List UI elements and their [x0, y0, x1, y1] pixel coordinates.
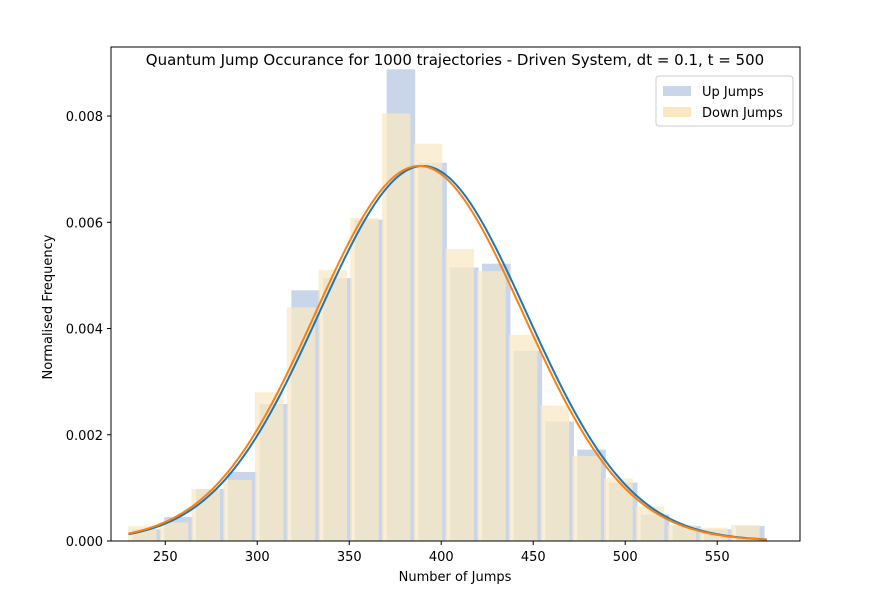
legend-label-down-jumps: Down Jumps: [702, 106, 783, 121]
down-jumps-bar: [318, 270, 347, 541]
down-jumps-bar: [508, 334, 538, 541]
x-tick-label: 400: [429, 550, 454, 565]
down-jumps-bar: [413, 143, 443, 541]
legend-swatch-up-jumps: [663, 86, 691, 96]
plot-area: [128, 69, 767, 542]
y-axis-ticks: 0.000 0.002 0.004 0.006 0.008: [66, 110, 111, 550]
down-jumps-bar: [445, 248, 474, 541]
down-jumps-bars: [128, 113, 760, 541]
x-tick-label: 350: [337, 550, 362, 565]
legend-label-up-jumps: Up Jumps: [702, 85, 764, 100]
up-jumps-fit-line: [128, 164, 767, 541]
down-jumps-bar: [350, 218, 379, 541]
y-tick-label: 0.002: [66, 429, 103, 444]
down-jumps-fit-line: [128, 164, 767, 541]
fit-curves: [128, 164, 767, 541]
y-tick-label: 0.008: [66, 110, 103, 125]
y-tick-label: 0.000: [66, 535, 103, 550]
y-axis-label: Normalised Frequency: [41, 234, 56, 379]
down-jumps-bar: [540, 405, 570, 541]
down-jumps-bar: [223, 479, 252, 541]
y-tick-label: 0.006: [66, 216, 103, 231]
down-jumps-bar: [572, 456, 601, 541]
x-tick-label: 500: [613, 550, 638, 565]
legend-swatch-down-jumps: [663, 107, 691, 117]
x-axis-ticks: 250 300 350 400 450 500 550: [153, 541, 730, 565]
x-tick-label: 550: [705, 550, 730, 565]
x-axis-label: Number of Jumps: [399, 570, 512, 585]
axes-frame: [110, 46, 801, 542]
x-tick-label: 300: [245, 550, 270, 565]
down-jumps-bar: [635, 506, 665, 541]
down-jumps-bar: [159, 522, 189, 541]
x-tick-label: 250: [153, 550, 178, 565]
legend: Up Jumps Down Jumps: [655, 75, 794, 127]
y-tick-label: 0.004: [66, 323, 103, 338]
chart-title: Quantum Jump Occurance for 1000 trajecto…: [146, 51, 764, 69]
x-tick-label: 450: [521, 550, 546, 565]
down-jumps-bar: [477, 271, 506, 541]
